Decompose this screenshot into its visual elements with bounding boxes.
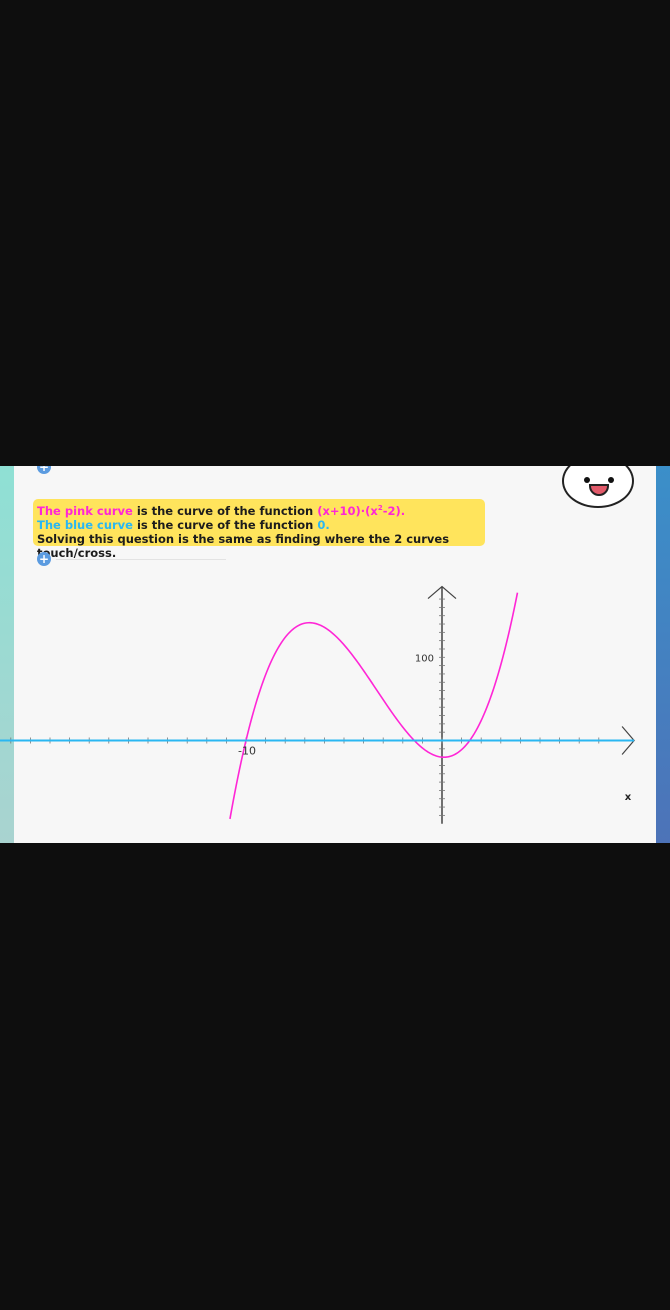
note-line-3: Solving this question is the same as fin… bbox=[37, 531, 450, 560]
y-axis-arrow-icon bbox=[427, 585, 457, 600]
mouth-icon bbox=[589, 484, 609, 496]
x-tick-label: -10 bbox=[238, 745, 256, 758]
pink-curve bbox=[229, 592, 519, 820]
pink-curve-label: The pink curve bbox=[37, 503, 133, 518]
eye-icon bbox=[584, 477, 590, 483]
plus-icon[interactable]: + bbox=[37, 552, 51, 566]
note-text: is the curve of the function bbox=[132, 517, 318, 532]
x-axis-label: x bbox=[625, 792, 632, 803]
lesson-panel: + The pink curve is the curve of the fun… bbox=[0, 466, 670, 843]
note-text: is the curve of the function bbox=[132, 503, 318, 518]
note-line-2: The blue curve is the curve of the funct… bbox=[37, 518, 481, 532]
left-decor-strip bbox=[0, 466, 14, 843]
plus-icon[interactable]: + bbox=[37, 466, 51, 474]
smiley-face-icon bbox=[562, 466, 634, 508]
explanation-note: The pink curve is the curve of the funct… bbox=[33, 499, 485, 560]
note-line-1: The pink curve is the curve of the funct… bbox=[37, 501, 481, 518]
eye-icon bbox=[608, 477, 614, 483]
blue-curve-label: The blue curve bbox=[37, 517, 133, 532]
function-graph: -10 100 x bbox=[0, 585, 635, 824]
right-decor-strip bbox=[656, 466, 670, 843]
divider bbox=[56, 559, 226, 560]
pink-function-formula: (x+10)·(x2-2). bbox=[317, 503, 406, 518]
y-tick-label: 100 bbox=[415, 653, 434, 664]
blue-function-value: 0. bbox=[317, 517, 330, 532]
